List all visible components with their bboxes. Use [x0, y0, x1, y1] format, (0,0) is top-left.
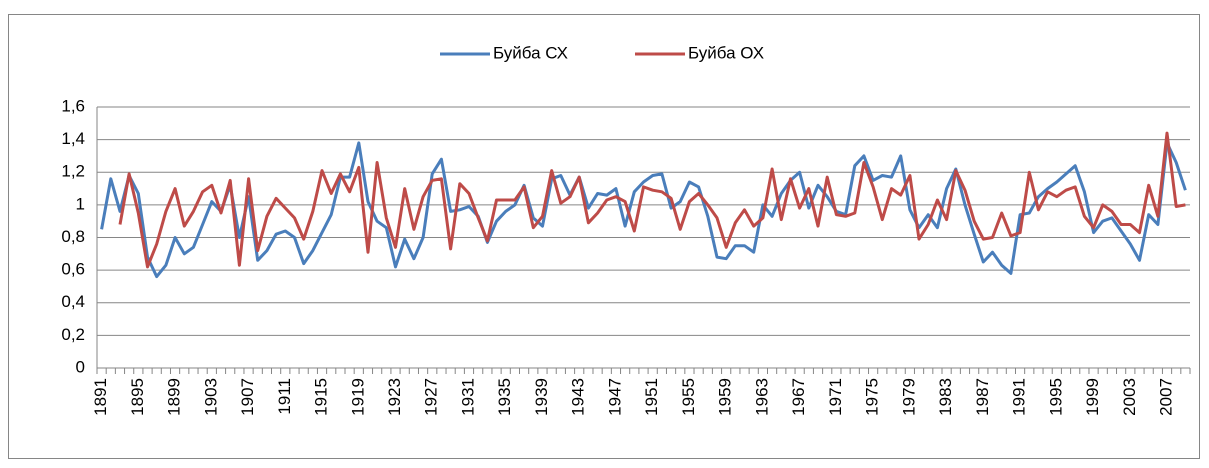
- x-tick-label: 1979: [899, 378, 918, 416]
- x-tick-label: 1975: [863, 378, 882, 416]
- x-tick-label: 1895: [128, 378, 147, 416]
- x-tick-label: 1915: [312, 378, 331, 416]
- y-tick-label: 1,6: [61, 96, 85, 115]
- y-tick-label: 1: [76, 194, 85, 213]
- x-tick-label: 2003: [1120, 378, 1139, 416]
- series-line: [118, 131, 1186, 269]
- x-tick-label: 1943: [569, 378, 588, 416]
- y-tick-label: 0,6: [61, 260, 85, 279]
- x-tick-label: 1959: [716, 378, 735, 416]
- x-tick-label: 1955: [679, 378, 698, 416]
- series-line: [100, 141, 1187, 279]
- x-tick-label: 1891: [91, 378, 110, 416]
- y-tick-label: 1,4: [61, 129, 85, 148]
- x-tick-label: 1971: [826, 378, 845, 416]
- x-tick-label: 1927: [422, 378, 441, 416]
- x-tick-label: 1939: [532, 378, 551, 416]
- x-tick-label: 1911: [275, 378, 294, 415]
- x-tick-label: 1983: [936, 378, 955, 416]
- chart-frame: [8, 14, 1200, 459]
- x-tick-label: 1935: [495, 378, 514, 416]
- y-tick-label: 0,2: [61, 325, 85, 344]
- x-tick-label: 2007: [1157, 378, 1176, 416]
- x-tick-label: 1923: [385, 378, 404, 416]
- x-tick-label: 1947: [605, 378, 624, 416]
- x-tick-label: 1919: [348, 378, 367, 416]
- y-tick-label: 0,8: [61, 227, 85, 246]
- y-tick-label: 0: [76, 357, 85, 376]
- y-tick-label: 1,2: [61, 162, 85, 181]
- x-tick-label: 1999: [1083, 378, 1102, 416]
- y-tick-label: 0,4: [61, 292, 85, 311]
- x-tick-label: 1899: [165, 378, 184, 416]
- x-tick-label: 1931: [458, 378, 477, 416]
- x-tick-label: 1995: [1046, 378, 1065, 416]
- x-tick-label: 1903: [201, 378, 220, 416]
- x-tick-label: 1963: [752, 378, 771, 416]
- x-tick-label: 1967: [789, 378, 808, 416]
- x-tick-label: 1951: [642, 378, 661, 416]
- x-tick-label: 1991: [1010, 378, 1029, 416]
- x-tick-label: 1907: [238, 378, 257, 416]
- legend-label: Буйба ОХ: [688, 43, 764, 62]
- legend-label: Буйба СХ: [493, 43, 568, 62]
- x-tick-label: 1987: [973, 378, 992, 416]
